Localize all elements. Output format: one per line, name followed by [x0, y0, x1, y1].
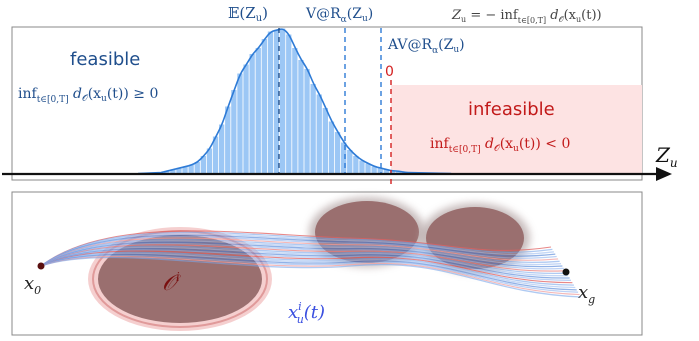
histogram-bar [212, 136, 219, 174]
feasible-condition: inft∈[0,T] d𝒪(xu(t)) ≥ 0 [18, 86, 158, 105]
histogram-bar [219, 124, 225, 174]
trajectory-line [40, 251, 574, 286]
definition-label: Z [451, 8, 462, 23]
var-label: V@R [305, 6, 341, 22]
histogram-bar [243, 64, 249, 174]
histogram-bar [261, 39, 267, 174]
trajectory-line [40, 230, 552, 267]
histogram-bar [280, 28, 286, 174]
histogram-bar [371, 166, 377, 174]
histogram-bar [383, 169, 389, 174]
expectation-label: 𝔼(Z [228, 4, 256, 22]
trajectory-line [40, 231, 553, 267]
top-panel: 𝔼(Zu) V@Rα(Zu) AV@Rα(Zu) 0 Zu = − inft∈[… [2, 4, 678, 186]
histogram-bar [365, 163, 371, 174]
svg-text:V@Rα(Zu): V@Rα(Zu) [305, 6, 373, 25]
histogram-bar [267, 31, 274, 174]
trajectory-line [40, 252, 576, 289]
histogram-bar [231, 90, 237, 174]
avar-label: AV@R [387, 37, 433, 53]
trajectory-line [40, 237, 559, 267]
svg-text:Zu = − inft∈[0,T] d𝒪(xu(t)): Zu = − inft∈[0,T] d𝒪(xu(t)) [451, 8, 602, 25]
trajectory-line [40, 241, 563, 268]
svg-text:xg: xg [578, 282, 595, 306]
histogram-bar [334, 132, 341, 174]
histogram-bar [359, 160, 365, 174]
histogram-bar [341, 142, 347, 174]
histogram-bar [389, 171, 396, 174]
histogram-bar [304, 69, 310, 174]
histogram-bar [249, 54, 255, 174]
histogram-bar [255, 48, 261, 174]
trajectory-bundle [40, 230, 582, 298]
histogram-bar [310, 84, 316, 174]
trajectory-line [40, 256, 580, 296]
infeasible-title: infeasible [468, 99, 555, 120]
trajectory-line [40, 254, 579, 293]
start-label: x [24, 273, 34, 294]
trajectory-line [40, 245, 567, 275]
histogram-bar [273, 30, 280, 174]
histogram [158, 28, 414, 174]
histogram-bar [347, 150, 353, 174]
expectation-sub: u [256, 13, 263, 24]
trajectory-line [40, 238, 560, 267]
feasible-title: feasible [70, 49, 140, 70]
trajectory-line [40, 242, 564, 270]
histogram-bar [206, 148, 213, 174]
svg-text:AV@Rα(Zu): AV@Rα(Zu) [387, 37, 465, 56]
density-curve [137, 28, 452, 175]
infeasible-region [391, 85, 642, 174]
histogram-bar [395, 171, 402, 174]
svg-text:x0: x0 [24, 273, 41, 297]
zero-label: 0 [385, 64, 394, 80]
trajectory-line [40, 256, 582, 298]
histogram-bar [200, 156, 206, 174]
trajectory-line [40, 253, 577, 291]
axis-label: Z [655, 143, 671, 167]
histogram-bar [182, 166, 188, 174]
svg-text:xiu(t): xi u(t) [288, 300, 325, 326]
goal-marker [562, 268, 570, 276]
axis-arrowhead [656, 167, 672, 181]
trajectory-line [40, 236, 557, 267]
histogram-bar [353, 156, 359, 174]
histogram-bar [237, 73, 243, 174]
histogram-bar [316, 94, 322, 174]
histogram-bar [292, 48, 298, 174]
svg-text:𝔼(Zu): 𝔼(Zu) [228, 4, 268, 24]
trajectory-line [40, 234, 556, 267]
histogram-bar [170, 169, 176, 174]
trajectory-line [40, 250, 573, 284]
histogram-bar [377, 168, 383, 174]
goal-label: x [578, 282, 588, 303]
histogram-bar [328, 121, 335, 174]
trajectory-line [40, 240, 562, 267]
histogram-bar [188, 165, 194, 174]
trajectory-line [40, 249, 572, 281]
trajectory-line [40, 233, 554, 267]
histogram-bar [176, 168, 182, 174]
trajectory-line [40, 244, 566, 272]
histogram-bar [286, 34, 292, 174]
histogram-bar [322, 108, 328, 174]
trajectory-label: x [288, 302, 298, 323]
histogram-bar [225, 106, 231, 174]
trajectory-line [40, 248, 570, 279]
bottom-panel: x0 xg 𝒪i xi u(t) [11, 191, 643, 336]
start-marker [37, 262, 45, 270]
histogram-bar [298, 60, 304, 174]
svg-text:Zu: Zu [655, 143, 678, 170]
histogram-bar [164, 171, 170, 174]
histogram-bar [194, 162, 200, 174]
infeasible-condition: inft∈[0,T] d𝒪(xu(t)) < 0 [430, 136, 570, 155]
trajectory-line [40, 246, 569, 277]
